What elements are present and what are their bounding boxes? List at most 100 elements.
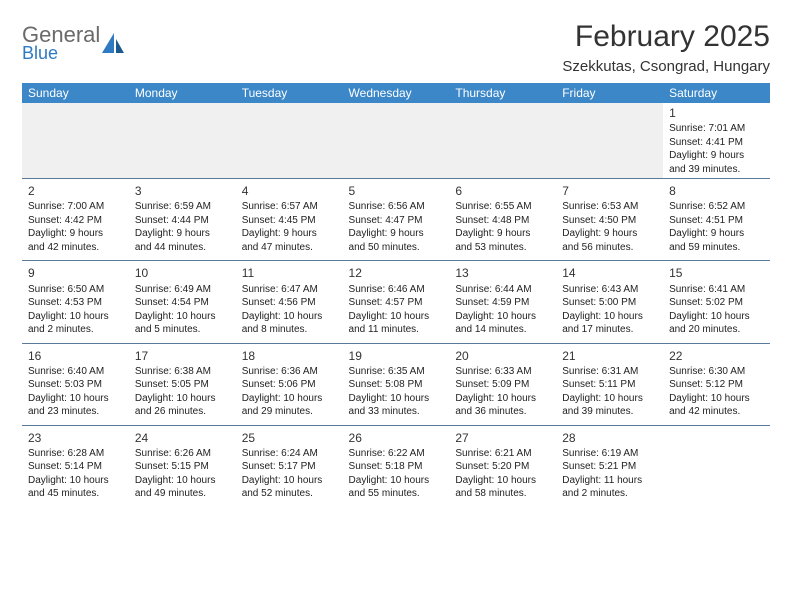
sunset-text: Sunset: 4:57 PM (349, 296, 444, 310)
day-cell: 21Sunrise: 6:31 AMSunset: 5:11 PMDayligh… (556, 343, 663, 425)
sunset-text: Sunset: 5:05 PM (135, 378, 230, 392)
sunrise-text: Sunrise: 6:21 AM (455, 447, 550, 461)
day-cell: 17Sunrise: 6:38 AMSunset: 5:05 PMDayligh… (129, 343, 236, 425)
day-number: 15 (669, 265, 764, 281)
sunset-text: Sunset: 5:12 PM (669, 378, 764, 392)
sunrise-text: Sunrise: 6:38 AM (135, 365, 230, 379)
daylight-text: and 56 minutes. (562, 241, 657, 255)
daylight-text: Daylight: 10 hours (349, 392, 444, 406)
title-block: February 2025 Szekkutas, Csongrad, Hunga… (562, 20, 770, 75)
sunrise-text: Sunrise: 6:19 AM (562, 447, 657, 461)
daylight-text: and 49 minutes. (135, 487, 230, 501)
daylight-text: Daylight: 10 hours (242, 474, 337, 488)
daylight-text: Daylight: 9 hours (28, 227, 123, 241)
daylight-text: and 14 minutes. (455, 323, 550, 337)
day-cell: 6Sunrise: 6:55 AMSunset: 4:48 PMDaylight… (449, 179, 556, 261)
day-number: 4 (242, 183, 337, 199)
sunset-text: Sunset: 5:08 PM (349, 378, 444, 392)
location: Szekkutas, Csongrad, Hungary (562, 58, 770, 75)
daylight-text: Daylight: 9 hours (562, 227, 657, 241)
daylight-text: Daylight: 10 hours (28, 310, 123, 324)
daylight-text: and 42 minutes. (28, 241, 123, 255)
day-cell: 22Sunrise: 6:30 AMSunset: 5:12 PMDayligh… (663, 343, 770, 425)
day-number: 19 (349, 348, 444, 364)
daylight-text: and 26 minutes. (135, 405, 230, 419)
day-cell (129, 103, 236, 179)
daylight-text: and 2 minutes. (562, 487, 657, 501)
sunset-text: Sunset: 5:03 PM (28, 378, 123, 392)
day-number: 8 (669, 183, 764, 199)
day-number: 23 (28, 430, 123, 446)
daylight-text: Daylight: 10 hours (455, 392, 550, 406)
day-cell: 25Sunrise: 6:24 AMSunset: 5:17 PMDayligh… (236, 425, 343, 507)
week-row: 16Sunrise: 6:40 AMSunset: 5:03 PM Dayligh… (22, 343, 770, 425)
day-number: 16 (28, 348, 123, 364)
day-number: 11 (242, 265, 337, 281)
day-number: 27 (455, 430, 550, 446)
day-cell: 12Sunrise: 6:46 AMSunset: 4:57 PMDayligh… (343, 261, 450, 343)
month-title: February 2025 (562, 20, 770, 54)
daylight-text: Daylight: 9 hours (455, 227, 550, 241)
sunrise-text: Sunrise: 6:40 AM (28, 365, 123, 379)
daylight-text: Daylight: 10 hours (242, 392, 337, 406)
day-number: 12 (349, 265, 444, 281)
day-cell: 1Sunrise: 7:01 AMSunset: 4:41 PMDaylight… (663, 103, 770, 179)
day-number: 6 (455, 183, 550, 199)
week-row: 23Sunrise: 6:28 AMSunset: 5:14 PMDayligh… (22, 425, 770, 507)
day-number: 17 (135, 348, 230, 364)
day-cell: 9Sunrise: 6:50 AMSunset: 4:53 PMDaylight… (22, 261, 129, 343)
day-number: 22 (669, 348, 764, 364)
logo: General Blue (22, 20, 126, 62)
sunset-text: Sunset: 5:17 PM (242, 460, 337, 474)
sunrise-text: Sunrise: 6:55 AM (455, 200, 550, 214)
sunrise-text: Sunrise: 6:30 AM (669, 365, 764, 379)
sunset-text: Sunset: 5:20 PM (455, 460, 550, 474)
daylight-text: Daylight: 9 hours (669, 149, 764, 163)
sunset-text: Sunset: 5:09 PM (455, 378, 550, 392)
daylight-text: and 58 minutes. (455, 487, 550, 501)
daylight-text: and 23 minutes. (28, 405, 123, 419)
weekday-header-row: Sunday Monday Tuesday Wednesday Thursday… (22, 83, 770, 103)
day-cell (663, 425, 770, 507)
day-number: 1 (669, 105, 764, 121)
day-number: 25 (242, 430, 337, 446)
sunrise-text: Sunrise: 6:46 AM (349, 283, 444, 297)
daylight-text: and 47 minutes. (242, 241, 337, 255)
day-cell (343, 103, 450, 179)
daylight-text: and 42 minutes. (669, 405, 764, 419)
sunset-text: Sunset: 5:06 PM (242, 378, 337, 392)
daylight-text: and 45 minutes. (28, 487, 123, 501)
logo-text-block: General Blue (22, 24, 100, 62)
day-number: 2 (28, 183, 123, 199)
day-cell: 8Sunrise: 6:52 AMSunset: 4:51 PMDaylight… (663, 179, 770, 261)
day-cell (22, 103, 129, 179)
sunset-text: Sunset: 4:54 PM (135, 296, 230, 310)
day-cell: 18Sunrise: 6:36 AMSunset: 5:06 PMDayligh… (236, 343, 343, 425)
sunset-text: Sunset: 4:47 PM (349, 214, 444, 228)
daylight-text: and 39 minutes. (562, 405, 657, 419)
day-cell: 13Sunrise: 6:44 AMSunset: 4:59 PMDayligh… (449, 261, 556, 343)
sunset-text: Sunset: 5:14 PM (28, 460, 123, 474)
sunrise-text: Sunrise: 6:35 AM (349, 365, 444, 379)
daylight-text: Daylight: 9 hours (135, 227, 230, 241)
day-number: 26 (349, 430, 444, 446)
daylight-text: Daylight: 10 hours (669, 392, 764, 406)
day-number: 14 (562, 265, 657, 281)
weekday-header: Sunday (22, 83, 129, 103)
sunrise-text: Sunrise: 6:22 AM (349, 447, 444, 461)
sunrise-text: Sunrise: 6:26 AM (135, 447, 230, 461)
day-cell: 28Sunrise: 6:19 AMSunset: 5:21 PMDayligh… (556, 425, 663, 507)
day-cell: 10Sunrise: 6:49 AMSunset: 4:54 PMDayligh… (129, 261, 236, 343)
daylight-text: Daylight: 11 hours (562, 474, 657, 488)
daylight-text: Daylight: 9 hours (349, 227, 444, 241)
daylight-text: Daylight: 10 hours (28, 474, 123, 488)
day-number: 28 (562, 430, 657, 446)
day-cell: 19Sunrise: 6:35 AMSunset: 5:08 PMDayligh… (343, 343, 450, 425)
sunset-text: Sunset: 4:42 PM (28, 214, 123, 228)
sunrise-text: Sunrise: 6:36 AM (242, 365, 337, 379)
daylight-text: Daylight: 10 hours (349, 474, 444, 488)
sunset-text: Sunset: 4:48 PM (455, 214, 550, 228)
daylight-text: and 36 minutes. (455, 405, 550, 419)
day-cell: 23Sunrise: 6:28 AMSunset: 5:14 PMDayligh… (22, 425, 129, 507)
day-cell: 3Sunrise: 6:59 AMSunset: 4:44 PMDaylight… (129, 179, 236, 261)
